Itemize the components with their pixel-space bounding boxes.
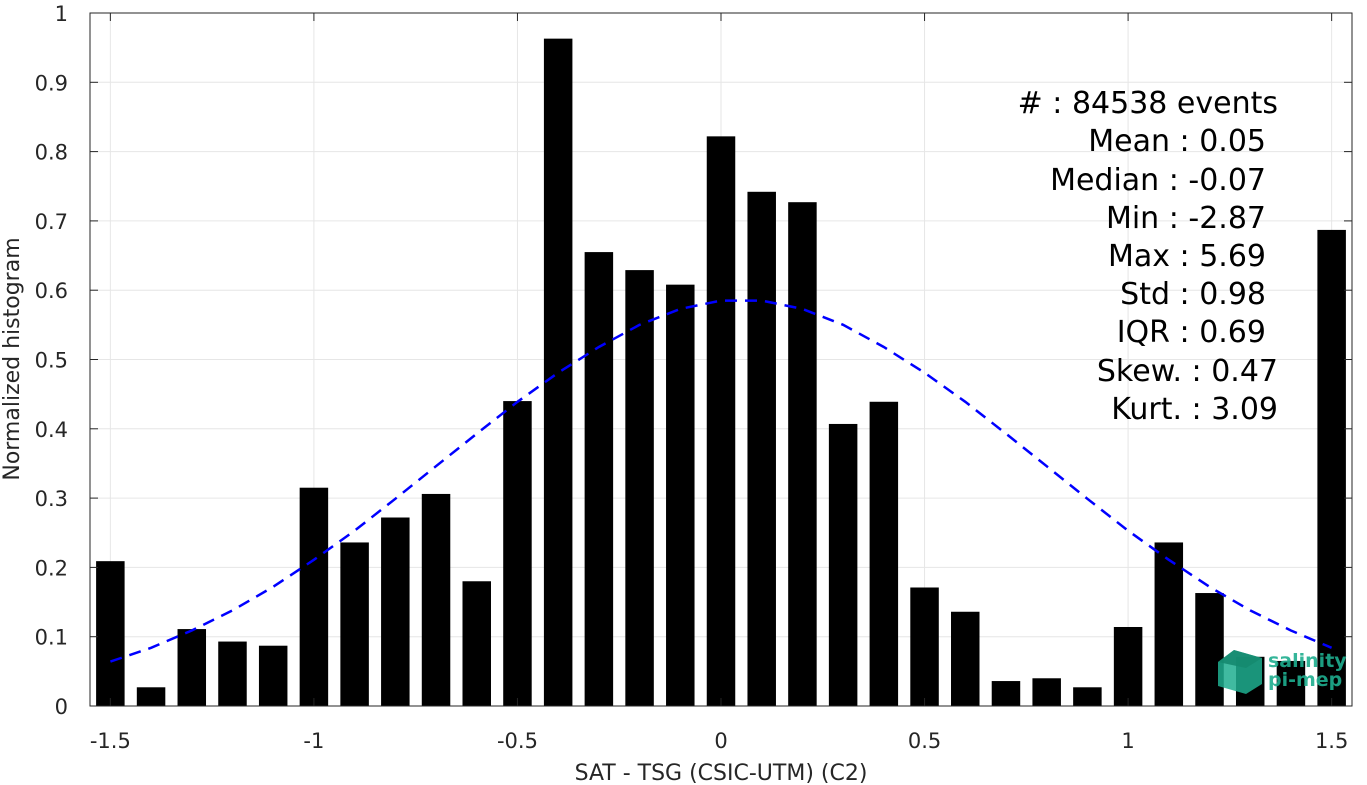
histogram-bar <box>177 629 207 706</box>
stat-min: Min : -2.87 <box>1106 201 1266 236</box>
histogram-bar <box>1113 626 1143 706</box>
histogram-bar <box>747 191 776 706</box>
histogram-bar <box>1195 593 1224 706</box>
histogram-bar <box>258 645 288 706</box>
histogram-bar <box>218 641 247 706</box>
stat-std: Std : 0.98 <box>1120 277 1266 312</box>
salinity-pimep-logo: salinity pi-mep <box>1218 650 1347 694</box>
stat-skew: Skew. : 0.47 <box>1097 354 1278 389</box>
y-tick-label: 1 <box>55 2 68 26</box>
histogram-bar <box>951 611 980 706</box>
histogram-bars <box>96 38 1346 707</box>
histogram-bar <box>462 581 491 706</box>
y-tick-label: 0.7 <box>35 210 68 234</box>
histogram-bar <box>1317 229 1346 706</box>
y-tick-label: 0.6 <box>35 279 68 303</box>
stats-box: # : 84538 events Mean : 0.05 Median : -0… <box>1018 86 1278 427</box>
histogram-bar <box>381 517 410 706</box>
gaussian-fit-curve <box>109 299 1333 663</box>
logo-line-2: pi-mep <box>1268 669 1342 691</box>
histogram-bar <box>543 38 573 707</box>
y-tick-label: 0.9 <box>35 71 68 95</box>
histogram-bar <box>1276 660 1306 706</box>
x-tick-label: -0.5 <box>497 729 538 753</box>
histogram-bar <box>991 681 1021 706</box>
histogram-bar <box>1154 542 1184 706</box>
histogram-bar <box>625 270 654 706</box>
y-axis-label: Normalized histogram <box>0 237 25 480</box>
x-axis-label: SAT - TSG (CSIC-UTM) (C2) <box>575 761 868 785</box>
stat-iqr: IQR : 0.69 <box>1117 315 1266 350</box>
histogram-bar <box>299 487 329 706</box>
x-tick-label: 1 <box>1121 729 1134 753</box>
histogram-bar <box>584 252 614 706</box>
histogram-bar <box>869 401 899 706</box>
histogram-bar <box>340 542 369 706</box>
y-tick-label: 0.3 <box>35 487 68 511</box>
x-tick-label: 0.5 <box>908 729 941 753</box>
y-tick-label: 0.2 <box>35 556 68 580</box>
histogram-bar <box>910 587 939 706</box>
histogram-bar <box>666 284 695 706</box>
y-tick-label: 0.5 <box>35 349 68 373</box>
histogram-bar <box>503 401 532 706</box>
stat-mean: Mean : 0.05 <box>1088 124 1266 159</box>
x-tick-label: 1.5 <box>1315 729 1348 753</box>
axis-ticks: -1.5 -1 -0.5 0 0.5 1 1.5 0 0.1 0.2 0.3 0.4 0.5 0.6 0.7… <box>35 2 1352 753</box>
histogram-bar <box>136 687 166 706</box>
histogram-bar <box>96 561 125 706</box>
histogram-bar <box>828 423 858 706</box>
histogram-bar <box>421 493 451 706</box>
x-tick-label: 0 <box>714 729 727 753</box>
stat-events: # : 84538 events <box>1018 86 1278 121</box>
x-tick-label: -1 <box>303 729 324 753</box>
histogram-bar <box>1073 687 1102 706</box>
logo-line-1: salinity <box>1268 650 1347 672</box>
y-tick-label: 0.1 <box>35 626 68 650</box>
logo-cube-face-icon <box>1218 650 1262 668</box>
stat-median: Median : -0.07 <box>1050 163 1266 198</box>
histogram-bar <box>1032 678 1061 706</box>
histogram-bar <box>706 136 736 706</box>
stat-max: Max : 5.69 <box>1108 239 1266 274</box>
y-tick-label: 0.8 <box>35 141 68 165</box>
y-tick-label: 0 <box>55 695 68 719</box>
x-tick-label: -1.5 <box>90 729 131 753</box>
histogram-bar <box>788 202 817 706</box>
y-tick-label: 0.4 <box>35 418 68 442</box>
stat-kurt: Kurt. : 3.09 <box>1111 392 1278 427</box>
